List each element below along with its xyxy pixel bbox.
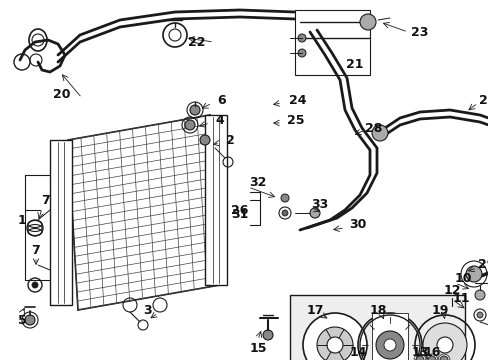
Circle shape — [359, 14, 375, 30]
Text: 30: 30 — [348, 219, 366, 231]
Circle shape — [415, 356, 423, 360]
Circle shape — [436, 337, 452, 353]
Bar — [289, 295, 464, 360]
Text: 3: 3 — [143, 303, 152, 316]
Text: 4: 4 — [215, 113, 224, 126]
Circle shape — [439, 356, 447, 360]
Circle shape — [371, 125, 387, 141]
Bar — [204, 115, 226, 285]
Text: 12: 12 — [442, 284, 460, 297]
Text: 26: 26 — [231, 203, 248, 216]
Circle shape — [383, 339, 395, 351]
Circle shape — [474, 290, 484, 300]
Text: 6: 6 — [217, 94, 226, 107]
Bar — [294, 10, 369, 75]
Circle shape — [316, 327, 352, 360]
Circle shape — [427, 356, 435, 360]
Circle shape — [282, 210, 287, 216]
Text: 24: 24 — [289, 94, 306, 107]
Polygon shape — [68, 115, 220, 310]
Circle shape — [422, 323, 466, 360]
Circle shape — [326, 337, 342, 353]
Circle shape — [303, 313, 366, 360]
Text: 7: 7 — [32, 243, 41, 256]
Circle shape — [297, 49, 305, 57]
Text: 21: 21 — [346, 58, 363, 72]
Text: 5: 5 — [18, 314, 26, 327]
Text: 10: 10 — [453, 271, 471, 284]
Text: 19: 19 — [430, 303, 448, 316]
Text: 32: 32 — [249, 175, 266, 189]
Circle shape — [309, 208, 319, 218]
Text: 15: 15 — [249, 342, 266, 355]
Text: 33: 33 — [311, 198, 328, 211]
Text: 16: 16 — [423, 346, 440, 359]
Text: 17: 17 — [305, 303, 323, 316]
Text: 18: 18 — [368, 303, 386, 316]
Circle shape — [281, 194, 288, 202]
Circle shape — [200, 135, 209, 145]
Text: 25: 25 — [286, 113, 304, 126]
Bar — [50, 140, 72, 305]
Circle shape — [184, 120, 195, 130]
Text: 29: 29 — [477, 258, 488, 271]
Text: 7: 7 — [41, 194, 49, 207]
Circle shape — [297, 34, 305, 42]
Text: 11: 11 — [451, 292, 469, 305]
Circle shape — [25, 315, 35, 325]
Text: 20: 20 — [53, 89, 71, 102]
Circle shape — [375, 331, 403, 359]
Text: 13: 13 — [410, 346, 428, 359]
Circle shape — [465, 266, 481, 282]
Text: 29: 29 — [478, 94, 488, 107]
Circle shape — [476, 312, 482, 318]
Text: 23: 23 — [410, 26, 428, 39]
Text: 28: 28 — [365, 122, 382, 135]
Bar — [371, 313, 407, 360]
Text: 22: 22 — [188, 36, 205, 49]
Text: 2: 2 — [225, 134, 234, 147]
Text: 14: 14 — [348, 346, 366, 359]
Circle shape — [32, 282, 38, 288]
Text: 31: 31 — [231, 208, 248, 221]
Circle shape — [263, 330, 272, 340]
Text: 1: 1 — [18, 213, 26, 226]
Circle shape — [190, 105, 200, 115]
